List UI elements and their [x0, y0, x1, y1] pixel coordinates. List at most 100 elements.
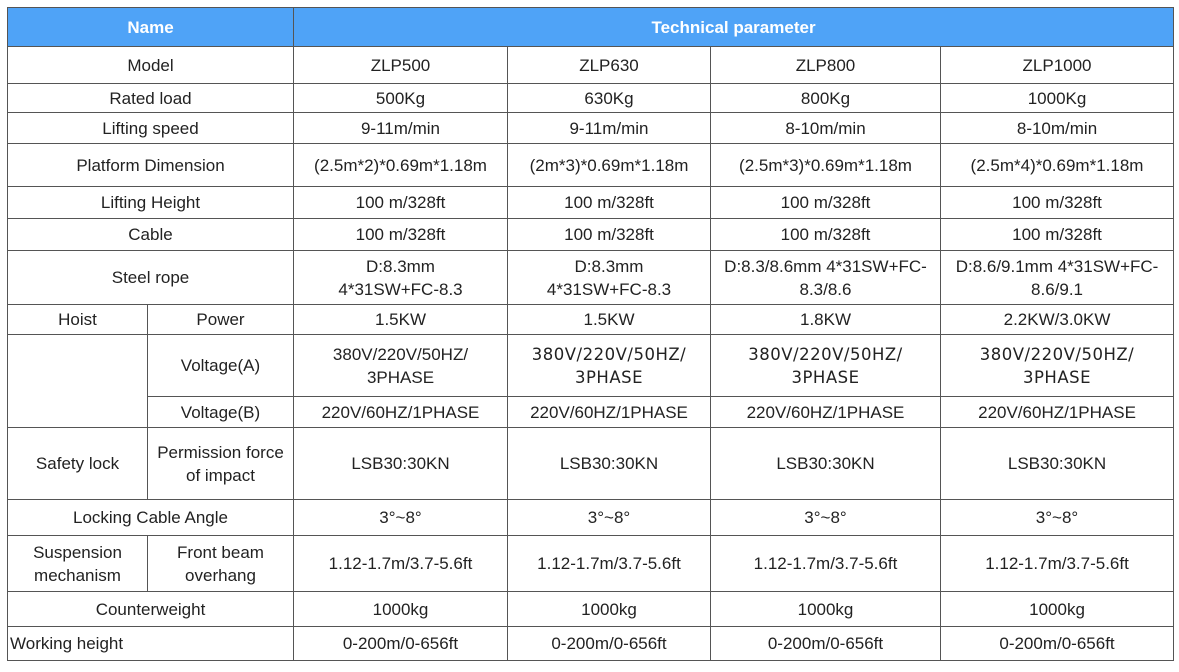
cell-value: (2.5m*2)*0.69m*1.18m	[293, 143, 508, 187]
cell-line: 3PHASE	[366, 367, 435, 387]
sublabel-line: Front beam	[177, 542, 264, 562]
cell-value: 1.5KW	[507, 304, 711, 335]
row-steel-rope: Steel rope D:8.3mm 4*31SW+FC-8.3 D:8.3mm…	[7, 250, 1175, 305]
row-suspension: Suspension mechanism Front beam overhang…	[7, 535, 1175, 592]
cell-line: D:8.3/8.6mm 4*31SW+FC-	[724, 256, 927, 276]
cell-value: 380V/220V/50HZ/ 3PHASE	[939, 334, 1175, 397]
row-sublabel: Power	[147, 304, 294, 335]
cell-value: 100 m/328ft	[507, 218, 711, 251]
row-label: Suspension mechanism	[7, 535, 148, 592]
cell-line: 380V/220V/50HZ/	[979, 344, 1135, 364]
cell-value: 0-200m/0-656ft	[710, 626, 941, 661]
cell-value: ZLP1000	[939, 46, 1175, 84]
row-safety-lock: Safety lock Permission force of impact L…	[7, 427, 1175, 500]
row-lifting-height: Lifting Height 100 m/328ft 100 m/328ft 1…	[7, 186, 1175, 219]
cell-value: ZLP630	[507, 46, 711, 84]
cell-line: D:8.3mm	[366, 256, 435, 276]
cell-line: 8.3/8.6	[799, 279, 852, 299]
cell-value: 630Kg	[507, 83, 711, 113]
cell-value: 3°~8°	[939, 499, 1175, 536]
cell-value: 0-200m/0-656ft	[507, 626, 711, 661]
sublabel-line: of impact	[186, 465, 255, 485]
row-cable: Cable 100 m/328ft 100 m/328ft 100 m/328f…	[7, 218, 1175, 251]
row-model: Model ZLP500 ZLP630 ZLP800 ZLP1000	[7, 46, 1175, 84]
cell-value: 9-11m/min	[507, 112, 711, 144]
cell-value: 3°~8°	[710, 499, 941, 536]
row-label-hoist-empty	[7, 334, 148, 428]
cell-value: 800Kg	[710, 83, 941, 113]
row-label: Working height	[7, 626, 294, 661]
cell-value: 100 m/328ft	[710, 186, 941, 219]
cell-line: 380V/220V/50HZ/	[531, 344, 687, 364]
row-label: Cable	[7, 218, 294, 251]
cell-value: 100 m/328ft	[939, 218, 1175, 251]
cell-value: 8-10m/min	[710, 112, 941, 144]
row-label: Locking Cable Angle	[7, 499, 294, 536]
cell-value: 100 m/328ft	[293, 186, 508, 219]
cell-value: 100 m/328ft	[507, 186, 711, 219]
cell-value: D:8.3mm 4*31SW+FC-8.3	[507, 250, 711, 305]
row-counterweight: Counterweight 1000kg 1000kg 1000kg 1000k…	[7, 591, 1175, 627]
label-line: mechanism	[34, 565, 121, 585]
row-label: Lifting speed	[7, 112, 294, 144]
cell-value: D:8.3/8.6mm 4*31SW+FC- 8.3/8.6	[710, 250, 941, 305]
cell-value: 1.12-1.7m/3.7-5.6ft	[710, 535, 941, 592]
header-technical-parameter: Technical parameter	[292, 7, 1175, 47]
label-line: Suspension	[33, 542, 122, 562]
row-label-hoist: Hoist	[7, 304, 148, 335]
row-label: Rated load	[7, 83, 294, 113]
cell-value: 220V/60HZ/1PHASE	[939, 396, 1175, 428]
cell-value: (2m*3)*0.69m*1.18m	[507, 143, 711, 187]
spec-table-container: Name Technical parameter Model ZLP500 ZL…	[7, 7, 1175, 661]
row-label: Steel rope	[7, 250, 294, 305]
cell-value: 1.5KW	[293, 304, 508, 335]
sublabel-line: Permission force	[157, 442, 284, 462]
sublabel-line: overhang	[185, 565, 256, 585]
cell-value: ZLP500	[293, 46, 508, 84]
technical-parameter-table: Name Technical parameter Model ZLP500 ZL…	[7, 7, 1175, 661]
cell-line: 4*31SW+FC-8.3	[338, 279, 463, 299]
cell-value: 220V/60HZ/1PHASE	[507, 396, 711, 428]
cell-value: 8-10m/min	[939, 112, 1175, 144]
cell-line: 380V/220V/50HZ/	[332, 344, 469, 364]
cell-value: 380V/220V/50HZ/ 3PHASE	[710, 334, 941, 397]
cell-value: 1000kg	[507, 591, 711, 627]
cell-value: ZLP800	[710, 46, 941, 84]
cell-value: 0-200m/0-656ft	[939, 626, 1175, 661]
row-hoist-power: Hoist Power 1.5KW 1.5KW 1.8KW 2.2KW/3.0K…	[7, 304, 1175, 335]
row-hoist-voltage-b: Voltage(B) 220V/60HZ/1PHASE 220V/60HZ/1P…	[8, 396, 1175, 428]
cell-value: 100 m/328ft	[710, 218, 941, 251]
cell-value: 100 m/328ft	[939, 186, 1175, 219]
row-label: Platform Dimension	[7, 143, 294, 187]
cell-value: 0-200m/0-656ft	[293, 626, 508, 661]
cell-value: 9-11m/min	[293, 112, 508, 144]
row-label: Safety lock	[7, 427, 148, 500]
cell-line: D:8.3mm	[574, 256, 644, 276]
row-sublabel: Voltage(B)	[147, 396, 294, 428]
cell-value: (2.5m*4)*0.69m*1.18m	[939, 143, 1175, 187]
row-label: Model	[7, 46, 294, 84]
cell-line: 3PHASE	[791, 367, 860, 387]
header-row: Name Technical parameter	[7, 7, 1175, 47]
cell-value: D:8.3mm 4*31SW+FC-8.3	[293, 250, 508, 305]
cell-value: 1000kg	[293, 591, 508, 627]
row-sublabel: Permission force of impact	[147, 427, 294, 500]
cell-value: 1000kg	[939, 591, 1175, 627]
cell-line: 380V/220V/50HZ/	[748, 344, 903, 364]
row-label: Lifting Height	[7, 186, 294, 219]
cell-line: 4*31SW+FC-8.3	[546, 279, 672, 299]
row-platform-dimension: Platform Dimension (2.5m*2)*0.69m*1.18m …	[7, 143, 1175, 187]
cell-value: LSB30:30KN	[939, 427, 1175, 500]
cell-value: LSB30:30KN	[507, 427, 711, 500]
cell-value: D:8.6/9.1mm 4*31SW+FC- 8.6/9.1	[939, 250, 1175, 305]
row-sublabel: Front beam overhang	[147, 535, 294, 592]
cell-value: 220V/60HZ/1PHASE	[293, 396, 508, 428]
cell-value: 1.12-1.7m/3.7-5.6ft	[293, 535, 508, 592]
row-locking-cable-angle: Locking Cable Angle 3°~8° 3°~8° 3°~8° 3°…	[7, 499, 1175, 536]
row-lifting-speed: Lifting speed 9-11m/min 9-11m/min 8-10m/…	[7, 112, 1175, 144]
row-label: Counterweight	[7, 591, 294, 627]
row-sublabel: Voltage(A)	[147, 334, 294, 397]
row-working-height: Working height 0-200m/0-656ft 0-200m/0-6…	[7, 626, 1175, 661]
cell-value: 380V/220V/50HZ/ 3PHASE	[293, 334, 508, 397]
cell-line: 3PHASE	[574, 367, 644, 387]
